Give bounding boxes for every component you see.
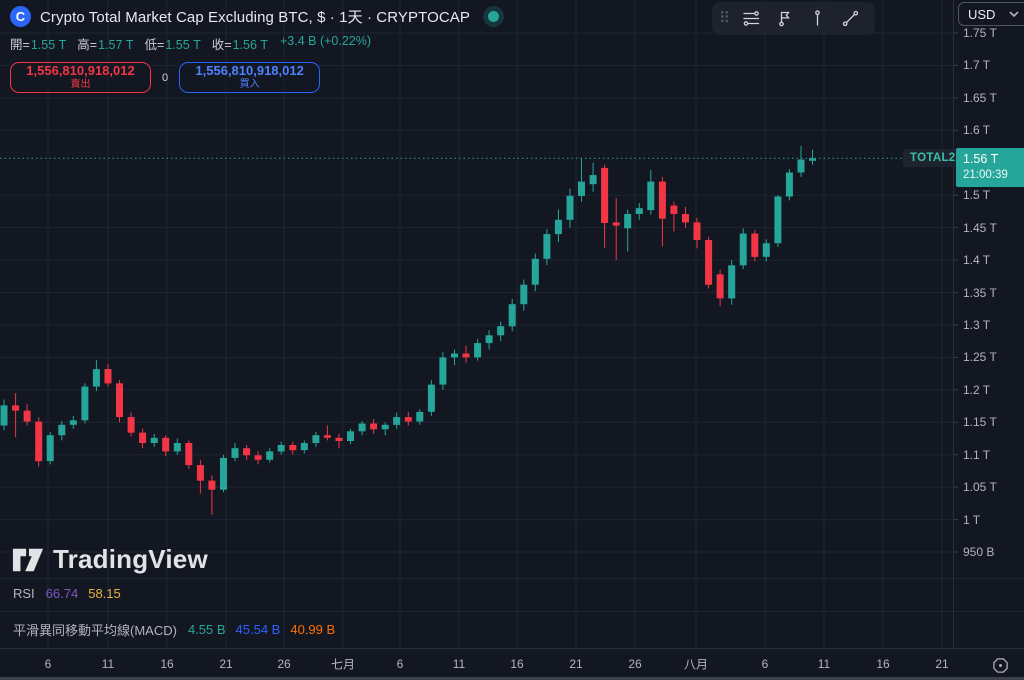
time-tick-label: 11 <box>101 656 115 671</box>
time-tick-label: 26 <box>628 656 642 671</box>
time-tick-label: 21 <box>219 656 233 671</box>
pane-separator[interactable] <box>0 611 1024 612</box>
rsi-name: RSI <box>13 586 35 601</box>
price-tick-label: 1.65 T <box>963 90 997 105</box>
high-label: 高= <box>77 38 98 52</box>
time-tick-label: 16 <box>876 656 890 671</box>
sell-button[interactable]: 1,556,810,918,012 賣出 <box>10 62 151 93</box>
currency-selector[interactable]: USD <box>958 2 1024 26</box>
window-bottom-edge <box>0 677 1024 680</box>
price-tick-label: 1.05 T <box>963 480 997 495</box>
time-tick-label: 21 <box>569 656 583 671</box>
price-tick-label: 1.75 T <box>963 26 997 40</box>
high-value: 1.57 T <box>98 38 134 52</box>
symbol-title-row[interactable]: C Crypto Total Market Cap Excluding BTC,… <box>10 6 500 27</box>
price-tick-label: 1.1 T <box>963 447 991 462</box>
close-value: 1.56 T <box>232 38 268 52</box>
flag-tool-button[interactable] <box>769 5 800 32</box>
time-tick-label: 6 <box>396 656 404 671</box>
pane-separator[interactable] <box>0 578 1024 579</box>
vertical-line-tool-button[interactable] <box>802 5 833 32</box>
market-status-dot-icon[interactable] <box>488 11 500 22</box>
close-label: 收= <box>211 38 232 52</box>
price-tick-label: 1.15 T <box>963 415 997 430</box>
buy-button[interactable]: 1,556,810,918,012 買入 <box>179 62 321 93</box>
price-tick-label: 1.3 T <box>963 317 991 332</box>
ohlc-high: 高=1.57 T <box>77 34 133 53</box>
time-tick-label: 八月 <box>683 657 709 671</box>
last-price-label: 1.56 T 21:00:39 <box>956 148 1024 187</box>
open-value: 1.55 T <box>30 38 67 52</box>
time-tick-label: 11 <box>817 656 831 671</box>
trend-line-tool-button[interactable] <box>835 5 866 32</box>
ohlc-readout: 開=1.55 T 高=1.57 T 低=1.55 T 收=1.56 T +3.4… <box>10 34 499 53</box>
horizontal-lines-tool-button[interactable] <box>736 5 767 32</box>
buy-label: 買入 <box>239 79 260 91</box>
price-tick-label: 1.45 T <box>963 220 997 235</box>
price-tick-label: 1 T <box>963 512 981 527</box>
chevron-down-icon <box>1010 11 1019 17</box>
time-tick-label: 16 <box>510 656 524 671</box>
rsi-values: 66.74 58.15 <box>46 586 121 601</box>
macd-value: 40.99 B <box>290 622 336 637</box>
price-tick-label: 1.2 T <box>963 382 991 397</box>
time-tick-label: 6 <box>44 656 52 671</box>
ohlc-low: 低=1.55 T <box>145 34 201 53</box>
macd-value: 4.55 B <box>187 622 226 637</box>
price-tick-label: 1.7 T <box>963 58 991 73</box>
rsi-value: 58.15 <box>88 586 121 601</box>
time-tick-label: 16 <box>160 656 174 671</box>
ohlc-open: 開=1.55 T <box>10 34 66 53</box>
sell-value: 1,556,810,918,012 <box>26 63 135 79</box>
drag-handle-icon[interactable]: ⠿ <box>719 10 730 27</box>
macd-value: 45.54 B <box>235 622 281 637</box>
watermark-text: TradingView <box>53 544 208 574</box>
trend-line-icon <box>842 10 859 27</box>
rsi-legend[interactable]: RSI 66.74 58.15 <box>13 586 121 601</box>
time-tick-label: 6 <box>761 656 769 671</box>
price-tick-label: 950 B <box>963 545 995 559</box>
time-axis[interactable]: 6 11 16 21 26 七月 6 11 16 21 26 八月 6 11 16 21 <box>0 648 1024 678</box>
buy-value: 1,556,810,918,012 <box>195 63 304 79</box>
price-tick-label: 1.5 T <box>963 188 991 203</box>
change-value: +3.4 B (+0.22%) <box>280 34 372 48</box>
macd-name: 平滑異同移動平均線(MACD) <box>13 623 177 638</box>
tradingview-logo-icon <box>12 548 44 571</box>
macd-legend[interactable]: 平滑異同移動平均線(MACD) 4.55 B 45.54 B 40.99 B <box>13 620 335 639</box>
low-value: 1.55 T <box>165 38 201 52</box>
total2-price-line-badge[interactable]: TOTAL2 <box>903 149 963 168</box>
symbol-title[interactable]: Crypto Total Market Cap Excluding BTC, $… <box>40 9 471 26</box>
price-tick-label: 1.35 T <box>963 285 997 300</box>
bar-countdown: 21:00:39 <box>963 168 1008 181</box>
currency-value: USD <box>968 6 996 22</box>
sell-label: 賣出 <box>70 79 91 91</box>
rsi-value: 66.74 <box>45 586 79 601</box>
low-label: 低= <box>144 38 165 52</box>
tradingview-watermark: TradingView <box>12 544 208 575</box>
spread-value: 0 <box>162 71 169 84</box>
trade-buttons-row: 1,556,810,918,012 賣出 0 1,556,810,918,012… <box>10 62 499 93</box>
price-tick-label: 1.4 T <box>963 253 991 268</box>
candlestick-chart[interactable] <box>0 0 1024 648</box>
timezone-settings-button[interactable] <box>990 655 1010 675</box>
time-tick-label: 11 <box>452 656 466 671</box>
clock-octagon-icon <box>992 657 1008 673</box>
price-tick-label: 1.6 T <box>963 123 991 138</box>
horizontal-lines-icon <box>743 11 760 26</box>
open-label: 開= <box>10 38 30 52</box>
time-tick-label: 26 <box>277 656 291 671</box>
price-tick-label: 1.25 T <box>963 350 997 365</box>
cryptocap-logo-icon: C <box>10 6 31 27</box>
macd-values: 4.55 B 45.54 B 40.99 B <box>188 622 335 637</box>
chart-header: C Crypto Total Market Cap Excluding BTC,… <box>10 6 500 93</box>
last-price-value: 1.56 T <box>963 152 999 167</box>
ohlc-close: 收=1.56 T <box>212 34 268 53</box>
floating-drawing-toolbar: ⠿ <box>712 2 875 35</box>
price-axis[interactable]: 1.75 T 1.7 T 1.65 T 1.6 T 1.5 T 1.45 T 1.4 T 1.… <box>953 0 1024 648</box>
flag-icon <box>779 11 790 27</box>
time-tick-label: 七月 <box>330 657 356 671</box>
vertical-line-icon <box>815 10 820 26</box>
time-tick-label: 21 <box>935 656 949 671</box>
